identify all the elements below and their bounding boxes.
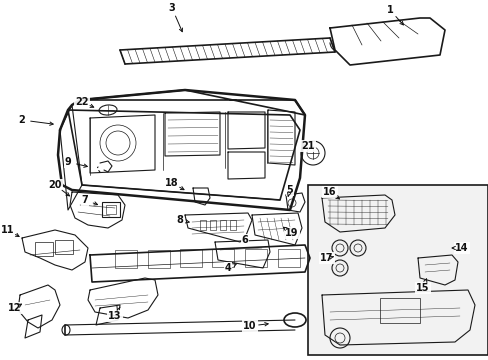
Text: 21: 21 <box>301 141 314 151</box>
Text: 12: 12 <box>8 303 21 313</box>
Bar <box>244 249 266 267</box>
Bar <box>35 242 53 256</box>
Text: 15: 15 <box>415 283 429 293</box>
Text: 14: 14 <box>454 243 468 253</box>
Text: 4: 4 <box>224 263 231 273</box>
Bar <box>115 250 137 268</box>
Text: 2: 2 <box>19 115 25 125</box>
Text: 11: 11 <box>1 225 15 235</box>
Text: 8: 8 <box>176 215 183 225</box>
Text: 22: 22 <box>75 97 88 107</box>
Bar <box>229 220 236 230</box>
Bar <box>209 220 216 230</box>
Text: 16: 16 <box>323 187 336 197</box>
Text: 17: 17 <box>320 253 333 263</box>
Text: 20: 20 <box>48 180 61 190</box>
Text: 19: 19 <box>285 228 298 238</box>
Bar <box>106 205 116 214</box>
Bar <box>212 249 234 267</box>
Text: 18: 18 <box>165 178 179 188</box>
Bar <box>102 202 120 217</box>
Text: 7: 7 <box>81 195 88 205</box>
Text: 1: 1 <box>386 5 392 15</box>
Bar <box>200 220 205 230</box>
Bar <box>379 298 419 323</box>
Text: 10: 10 <box>243 321 256 331</box>
Bar <box>278 248 299 266</box>
Bar <box>55 240 73 254</box>
Text: 13: 13 <box>108 311 122 321</box>
Bar <box>220 220 225 230</box>
Text: 6: 6 <box>241 235 248 245</box>
Bar <box>180 249 202 267</box>
Text: 9: 9 <box>64 157 71 167</box>
Bar <box>307 185 487 355</box>
Text: 5: 5 <box>286 185 293 195</box>
Bar <box>148 250 170 268</box>
Text: 3: 3 <box>168 3 175 13</box>
